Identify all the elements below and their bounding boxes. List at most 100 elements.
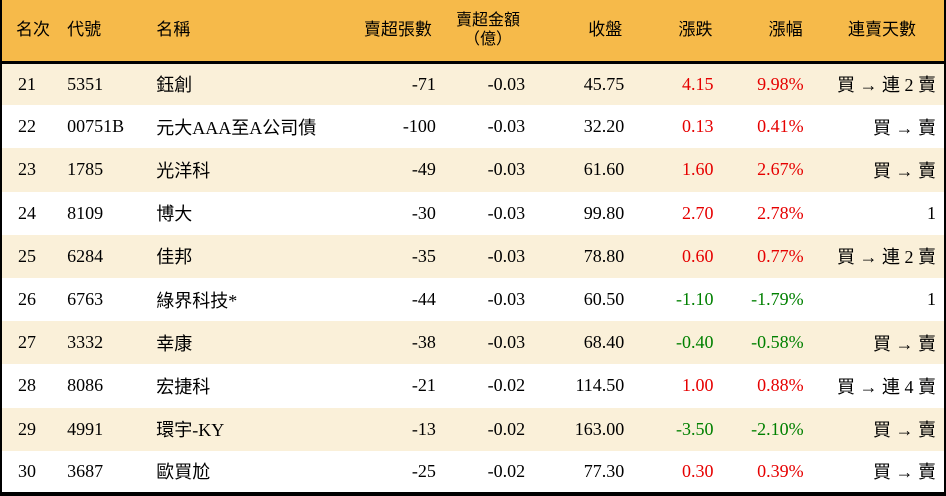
cell-streak: 1 [927, 289, 936, 310]
header-cell-close: 收盤 [534, 0, 632, 64]
cell-close: 77.30 [583, 460, 625, 481]
cell-sell_amount: -0.03 [487, 202, 526, 223]
table-header: 名次 代號 名稱 賣超張數 賣超金額 （億） 收盤 漲跌 漲幅 連賣天數 [1, 0, 945, 64]
cell-name: 綠界科技* [156, 290, 238, 311]
cell-change_pct: -1.79% [751, 289, 804, 310]
cell-sell_amount: -0.02 [487, 460, 526, 481]
cell-streak: 1 [927, 202, 936, 223]
cell-change: -1.10 [675, 289, 714, 310]
cell-sell_volume: -100 [402, 116, 436, 137]
header-label-sell_amount: 賣超金額 [455, 12, 520, 30]
table-row: 24 8109 博大 -30 -0.03 99.80 2.70 2.78% 1 [1, 191, 945, 235]
cell-sell_volume: -49 [411, 159, 436, 180]
table-row: 30 3687 歐買尬 -25 -0.02 77.30 0.30 0.39% 買 → 賣 [1, 450, 945, 494]
cell-rank: 22 [18, 116, 36, 137]
cell-sell_volume: -30 [411, 202, 436, 223]
cell-code: 6284 [67, 245, 104, 266]
header-label-rank: 名次 [16, 20, 50, 40]
table-row: 21 5351 鈺創 -71 -0.03 45.75 4.15 9.98% 買 → 連 2 賣 [1, 62, 945, 106]
cell-code: 5351 [67, 73, 104, 94]
cell-change: 0.60 [681, 245, 714, 266]
cell-name: 幸康 [156, 333, 193, 354]
cell-change_pct: 0.77% [757, 245, 804, 266]
cell-name: 環宇-KY [156, 420, 225, 441]
cell-rank: 26 [18, 289, 36, 310]
cell-close: 60.50 [583, 289, 625, 310]
cell-close: 78.80 [583, 245, 625, 266]
cell-streak: 買 → 賣 [873, 160, 936, 181]
cell-rank: 25 [18, 245, 36, 266]
cell-code: 1785 [67, 159, 104, 180]
cell-sell_amount: -0.03 [487, 159, 526, 180]
header-cell-change: 漲跌 [631, 0, 720, 64]
header-cell-streak: 連賣天數 [807, 0, 945, 64]
cell-change: 1.00 [681, 375, 714, 396]
cell-change: -0.40 [675, 332, 714, 353]
table-row: 23 1785 光洋科 -49 -0.03 61.60 1.60 2.67% 買 → 賣 [1, 148, 945, 192]
cell-rank: 23 [18, 159, 36, 180]
cell-sell_volume: -44 [411, 289, 436, 310]
cell-sell_volume: -35 [411, 245, 436, 266]
cell-change_pct: 0.41% [757, 116, 804, 137]
cell-change: 4.15 [681, 73, 714, 94]
cell-name: 鈺創 [156, 75, 193, 96]
cell-change: 1.60 [681, 159, 714, 180]
cell-code: 00751B [67, 116, 125, 137]
table-row: 25 6284 佳邦 -35 -0.03 78.80 0.60 0.77% 買 → 連 2 賣 [1, 234, 945, 278]
cell-change_pct: 2.78% [757, 202, 804, 223]
cell-streak: 買 → 連 4 賣 [837, 376, 936, 397]
cell-name: 佳邦 [156, 247, 193, 268]
header-cell-change_pct: 漲幅 [719, 0, 808, 64]
cell-sell_volume: -38 [411, 332, 436, 353]
cell-streak: 買 → 賣 [873, 117, 936, 138]
cell-close: 68.40 [583, 332, 625, 353]
cell-sell_amount: -0.03 [487, 289, 526, 310]
cell-change_pct: 0.88% [757, 375, 804, 396]
table-header-row: 名次 代號 名稱 賣超張數 賣超金額 （億） 收盤 漲跌 漲幅 連賣天數 [1, 0, 945, 64]
cell-streak: 買 → 連 2 賣 [837, 75, 936, 96]
cell-streak: 買 → 賣 [873, 462, 936, 483]
cell-close: 32.20 [583, 116, 625, 137]
cell-rank: 29 [18, 418, 36, 439]
cell-code: 3332 [67, 332, 104, 353]
cell-sell_amount: -0.03 [487, 73, 526, 94]
cell-sell_volume: -71 [411, 73, 436, 94]
cell-change_pct: 9.98% [757, 73, 804, 94]
cell-sell_amount: -0.03 [487, 245, 526, 266]
cell-change: -3.50 [675, 418, 714, 439]
cell-close: 114.50 [575, 375, 625, 396]
cell-sell_amount: -0.02 [487, 418, 526, 439]
header-cell-name: 名稱 [151, 0, 347, 64]
cell-sell_volume: -21 [411, 375, 436, 396]
header-label-name: 名稱 [156, 20, 191, 40]
cell-close: 99.80 [583, 202, 625, 223]
header-label-streak: 連賣天數 [848, 20, 916, 40]
cell-change_pct: 0.39% [757, 460, 804, 481]
cell-change: 0.30 [681, 460, 714, 481]
cell-code: 8086 [67, 375, 104, 396]
header-label-sell_volume: 賣超張數 [363, 20, 432, 40]
cell-sell_amount: -0.02 [487, 375, 526, 396]
cell-name: 元大AAA至A公司債 [156, 117, 317, 138]
header-label-close: 收盤 [588, 20, 623, 40]
header-label-change_pct: 漲幅 [768, 20, 803, 40]
cell-rank: 28 [18, 375, 36, 396]
cell-rank: 27 [18, 332, 36, 353]
table-row: 28 8086 宏捷科 -21 -0.02 114.50 1.00 0.88% 買 → 連 4 … [1, 364, 945, 408]
cell-change_pct: 2.67% [757, 159, 804, 180]
header-cell-sell_volume: 賣超張數 [346, 0, 442, 64]
table-row: 26 6763 綠界科技* -44 -0.03 60.50 -1.10 -1.79% 1 [1, 277, 945, 322]
cell-sell_amount: -0.03 [487, 332, 526, 353]
header-label-change: 漲跌 [678, 20, 713, 40]
cell-rank: 30 [18, 460, 36, 481]
cell-sell_amount: -0.03 [487, 116, 526, 137]
cell-code: 4991 [67, 418, 104, 439]
header-cell-rank: 名次 [1, 0, 60, 64]
cell-name: 光洋科 [156, 160, 211, 181]
cell-close: 45.75 [583, 73, 625, 94]
cell-name: 宏捷科 [156, 376, 211, 397]
header-cell-sell_amount: 賣超金額 （億） [441, 0, 535, 64]
cell-code: 6763 [67, 289, 104, 310]
